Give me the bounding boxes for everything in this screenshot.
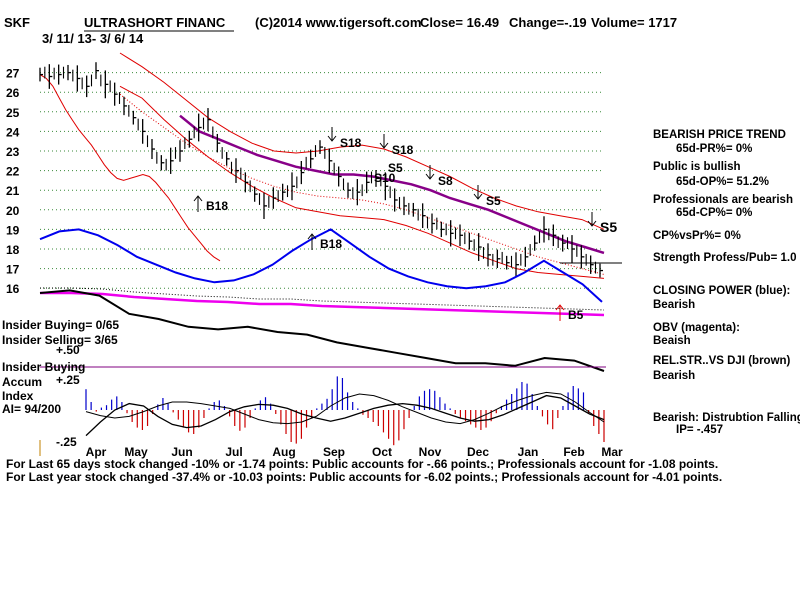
x-tick-label: Apr bbox=[86, 445, 107, 459]
accum-index-layer bbox=[85, 376, 605, 446]
side-info-line: Beaish bbox=[653, 335, 691, 347]
x-tick-label: Mar bbox=[601, 445, 623, 459]
minus-25-label: -.25 bbox=[56, 435, 77, 449]
footer-line-2: For Last year stock changed -37.4% or -1… bbox=[6, 470, 722, 484]
signal-label: S18 bbox=[340, 136, 362, 150]
accum-ma-line bbox=[85, 391, 605, 425]
side-info-line: Strength Profess/Pub= 1.0 bbox=[653, 252, 796, 264]
side-info-line: Public is bullish bbox=[653, 161, 741, 173]
insider-buying-label: Insider Buying bbox=[2, 360, 85, 374]
x-tick-label: Aug bbox=[272, 445, 295, 459]
side-info-line: REL.STR..VS DJI (brown) bbox=[653, 355, 791, 367]
x-tick-label: May bbox=[124, 445, 148, 459]
date-range: 3/ 11/ 13- 3/ 6/ 14 bbox=[42, 31, 144, 46]
x-tick-label: Nov bbox=[419, 445, 442, 459]
accum-label: Accum bbox=[2, 375, 42, 389]
side-info-line: OBV (magenta): bbox=[653, 322, 740, 334]
side-info-line: IP= -.457 bbox=[676, 424, 723, 436]
closing-power-layer bbox=[39, 228, 603, 303]
x-tick-label: Jan bbox=[518, 445, 539, 459]
signal-label: B18 bbox=[206, 199, 228, 213]
x-tick-label: Oct bbox=[372, 445, 392, 459]
side-info-line: 65d-CP%= 0% bbox=[676, 207, 752, 219]
signal-arrow-down bbox=[473, 185, 483, 200]
bands-layer bbox=[39, 52, 605, 279]
side-info-line: Bearish bbox=[653, 299, 695, 311]
side-info-line: CP%vsPr%= 0% bbox=[653, 230, 741, 242]
side-info-line: 65d-PR%= 0% bbox=[676, 143, 752, 155]
moving-average bbox=[179, 114, 605, 255]
y-tick-label: 17 bbox=[6, 263, 20, 277]
signal-label: S10 bbox=[374, 171, 396, 185]
signal-label: S18 bbox=[392, 143, 414, 157]
ai-label: AI= 94/200 bbox=[2, 402, 61, 416]
price-bars bbox=[39, 62, 603, 278]
upper-band-early bbox=[39, 74, 221, 262]
y-tick-label: 21 bbox=[6, 184, 20, 198]
y-tick-label: 18 bbox=[6, 243, 20, 257]
dotted-average bbox=[119, 93, 605, 275]
side-panel: BEARISH PRICE TREND 65d-PR%= 0% Public is … bbox=[653, 129, 800, 436]
x-axis-ticks: Apr May Jun Jul Aug Sep Oct Nov Dec Jan Feb Mar bbox=[86, 445, 623, 459]
x-tick-label: Feb bbox=[563, 445, 584, 459]
x-tick-label: Dec bbox=[467, 445, 489, 459]
y-axis-ticks: 27 26 25 24 23 22 21 20 19 18 17 16 bbox=[6, 67, 20, 297]
upper-band bbox=[119, 52, 605, 230]
signal-label: B5 bbox=[568, 308, 584, 322]
volume-value: Volume= 1717 bbox=[591, 15, 677, 30]
side-info-line: BEARISH PRICE TREND bbox=[653, 129, 786, 141]
signal-label: S5 bbox=[486, 194, 501, 208]
stock-name: ULTRASHORT FINANC bbox=[84, 15, 226, 30]
side-info-line: Bearish bbox=[653, 370, 695, 382]
source-credit: (C)2014 www.tigersoft.com bbox=[255, 15, 421, 30]
y-tick-label: 22 bbox=[6, 165, 20, 179]
lower-band bbox=[119, 85, 605, 279]
relative-strength-layer bbox=[39, 289, 605, 372]
rel-strength-line bbox=[39, 289, 605, 372]
side-info-line: CLOSING POWER (blue): bbox=[653, 285, 790, 297]
signal-arrow-down bbox=[425, 165, 435, 180]
close-value: Close= 16.49 bbox=[420, 15, 499, 30]
y-tick-label: 16 bbox=[6, 282, 20, 296]
signal-label: S5 bbox=[388, 161, 403, 175]
change-value: Change=-.19 bbox=[509, 15, 587, 30]
y-tick-label: 24 bbox=[6, 125, 20, 139]
plus-50-label: +.50 bbox=[56, 343, 80, 357]
side-info-line: Professionals are bearish bbox=[653, 194, 793, 206]
side-info-line: Bearish: Distrubtion Falling bbox=[653, 412, 800, 424]
plus-25-label: +.25 bbox=[56, 373, 80, 387]
y-tick-label: 19 bbox=[6, 223, 20, 237]
index-label: Index bbox=[2, 389, 34, 403]
footer-line-1: For Last 65 days stock changed -10% or -… bbox=[6, 457, 718, 471]
accum-signal-line bbox=[85, 394, 605, 437]
signal-label: S8 bbox=[438, 174, 453, 188]
signal-arrow-up bbox=[193, 195, 203, 212]
y-tick-label: 23 bbox=[6, 145, 20, 159]
y-tick-label: 27 bbox=[6, 67, 20, 81]
x-tick-label: Sep bbox=[323, 445, 345, 459]
signal-label: B18 bbox=[320, 237, 342, 251]
ticker: SKF bbox=[4, 15, 30, 30]
signal-arrow-down bbox=[587, 212, 597, 227]
insider-selling-count: Insider Selling= 3/65 bbox=[2, 333, 118, 347]
y-tick-label: 26 bbox=[6, 86, 20, 100]
closing-power-line bbox=[39, 228, 603, 303]
signal-arrow-down bbox=[327, 127, 337, 142]
insider-buying-count: Insider Buying= 0/65 bbox=[2, 318, 119, 332]
obv-layer bbox=[40, 287, 605, 317]
y-tick-label: 20 bbox=[6, 204, 20, 218]
signal-arrow-up bbox=[307, 233, 317, 250]
signal-arrow-down bbox=[379, 134, 389, 149]
signal-arrow-up bbox=[555, 304, 565, 321]
obv-dotted bbox=[40, 287, 605, 311]
side-info-line: 65d-OP%= 51.2% bbox=[676, 176, 769, 188]
x-tick-label: Jul bbox=[225, 445, 242, 459]
y-tick-label: 25 bbox=[6, 106, 20, 120]
x-tick-label: Jun bbox=[171, 445, 192, 459]
obv-line bbox=[40, 291, 605, 317]
signal-label: S5 bbox=[600, 219, 617, 235]
